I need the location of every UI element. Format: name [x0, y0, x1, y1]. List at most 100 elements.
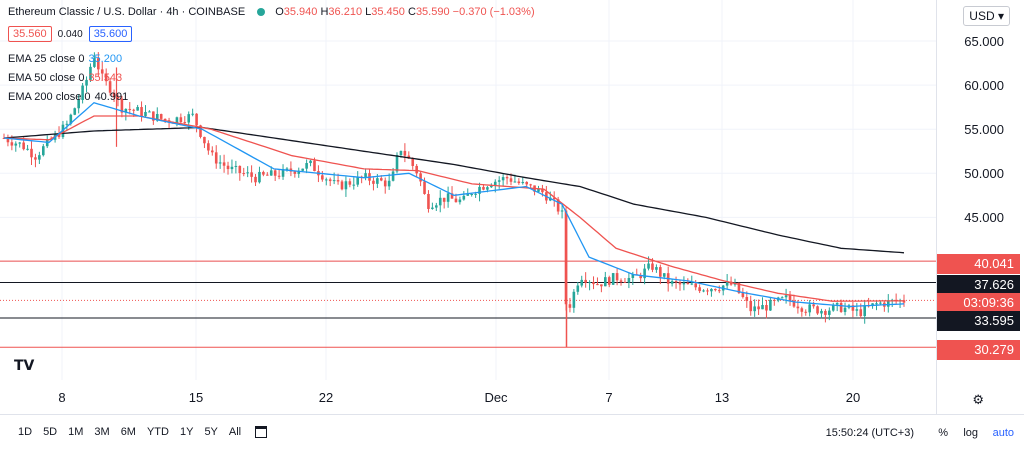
- candle-body: [293, 171, 297, 174]
- candle-body: [497, 180, 501, 182]
- candle-body: [321, 175, 324, 180]
- candle-body: [828, 310, 831, 315]
- auto-scale-button[interactable]: auto: [992, 427, 1014, 439]
- symbol-title[interactable]: Ethereum Classic / U.S. Dollar · 4h · CO…: [8, 6, 246, 18]
- candle-body: [855, 309, 859, 311]
- price-tag-30279: 30.279: [936, 340, 1020, 360]
- candle-body: [301, 168, 304, 171]
- candle-body: [195, 113, 198, 126]
- candle-body: [686, 282, 690, 285]
- candle-body: [14, 143, 18, 146]
- candle-body: [69, 114, 73, 124]
- candle-body: [155, 114, 159, 121]
- candle-body: [863, 305, 866, 317]
- indicator-ema50[interactable]: EMA 50 close 0 35.543: [8, 72, 123, 84]
- candle-body: [391, 171, 395, 181]
- candle-body: [387, 180, 391, 187]
- candle-body: [792, 300, 796, 307]
- sell-price-button[interactable]: 35.560: [8, 26, 52, 42]
- range-ytd-button[interactable]: YTD: [146, 426, 169, 438]
- indicator-ema200[interactable]: EMA 200 close 0 40.991: [8, 91, 129, 103]
- range-all-button[interactable]: All: [228, 426, 242, 438]
- settings-gear-icon[interactable]: ⚙: [972, 392, 984, 407]
- candle-body: [631, 274, 635, 278]
- buy-sell-row: 35.560 0.040 35.600: [8, 26, 133, 42]
- range-5y-button[interactable]: 5Y: [204, 426, 218, 438]
- range-1m-button[interactable]: 1M: [68, 426, 84, 438]
- candle-body: [615, 273, 619, 281]
- range-6m-button[interactable]: 6M: [120, 426, 136, 438]
- candle-body: [784, 295, 788, 298]
- buy-price-button[interactable]: 35.600: [88, 26, 133, 42]
- candle-body: [470, 194, 473, 196]
- percent-scale-button[interactable]: %: [938, 427, 948, 439]
- candle-body: [269, 170, 273, 176]
- candle-body: [152, 111, 155, 121]
- log-scale-button[interactable]: log: [963, 427, 978, 439]
- candle-body: [580, 279, 584, 286]
- indicator-ema25[interactable]: EMA 25 close 0 35.200: [8, 53, 123, 65]
- candle-body: [450, 193, 454, 199]
- ohlc-values: O35.940 H36.210 L35.450 C35.590 −0.370 (…: [275, 6, 535, 18]
- symbol-legend: Ethereum Classic / U.S. Dollar · 4h · CO…: [8, 6, 535, 18]
- candle-body: [399, 150, 403, 156]
- bar-countdown-tag: 03:09:36: [936, 293, 1020, 313]
- candle-body: [93, 58, 96, 67]
- candle-body: [482, 186, 485, 190]
- candle-body: [403, 150, 407, 156]
- candle-body: [30, 148, 33, 158]
- candle-body: [859, 309, 863, 317]
- currency-select[interactable]: USD ▾: [963, 6, 1010, 26]
- candle-body: [458, 199, 462, 203]
- candle-body: [725, 281, 729, 286]
- candle-body: [572, 291, 576, 308]
- candle-body: [431, 207, 434, 209]
- price-axis-divider: [936, 0, 937, 414]
- price-tag-40041: 40.041: [936, 254, 1020, 274]
- range-1y-button[interactable]: 1Y: [179, 426, 194, 438]
- candle-body: [187, 114, 191, 123]
- ema200-line: [3, 126, 905, 254]
- candle-body: [737, 282, 741, 294]
- range-5d-button[interactable]: 5D: [43, 426, 58, 438]
- candle-body: [643, 268, 646, 279]
- candle-body: [218, 162, 222, 164]
- candle-body: [383, 180, 387, 187]
- calendar-icon[interactable]: [255, 426, 268, 438]
- candle-body: [820, 310, 823, 314]
- candle-body: [207, 143, 210, 151]
- candle-body: [886, 300, 890, 307]
- candle-body: [10, 142, 14, 146]
- candle-body: [112, 92, 116, 97]
- candle-body: [749, 300, 753, 312]
- candle-body: [780, 297, 784, 299]
- candle-body: [136, 107, 139, 111]
- x-tick-label: 7: [605, 390, 613, 405]
- candle-body: [717, 290, 721, 292]
- range-3m-button[interactable]: 3M: [94, 426, 110, 438]
- candle-body: [423, 181, 426, 194]
- candle-body: [509, 178, 513, 182]
- candle-body: [490, 185, 493, 188]
- candle-body: [179, 117, 183, 123]
- range-1d-button[interactable]: 1D: [18, 426, 33, 438]
- candle-body: [690, 283, 694, 285]
- candle-body: [26, 148, 29, 150]
- candle-body: [89, 66, 92, 80]
- candle-body: [670, 281, 674, 284]
- candle-body: [77, 99, 80, 109]
- candle-body: [710, 288, 713, 292]
- candle-body: [757, 306, 760, 310]
- tradingview-logo[interactable]: 𝗧𝗩: [14, 357, 35, 373]
- candle-body: [702, 290, 705, 292]
- candle-body: [525, 181, 529, 185]
- candle-body: [57, 133, 61, 138]
- candle-body: [619, 280, 623, 282]
- ema25-line: [3, 101, 905, 308]
- candle-body: [568, 304, 572, 308]
- clock-timezone[interactable]: 15:50:24 (UTC+3): [825, 427, 914, 439]
- candle-body: [324, 179, 328, 181]
- candle-body: [879, 302, 882, 304]
- candle-body: [541, 188, 544, 193]
